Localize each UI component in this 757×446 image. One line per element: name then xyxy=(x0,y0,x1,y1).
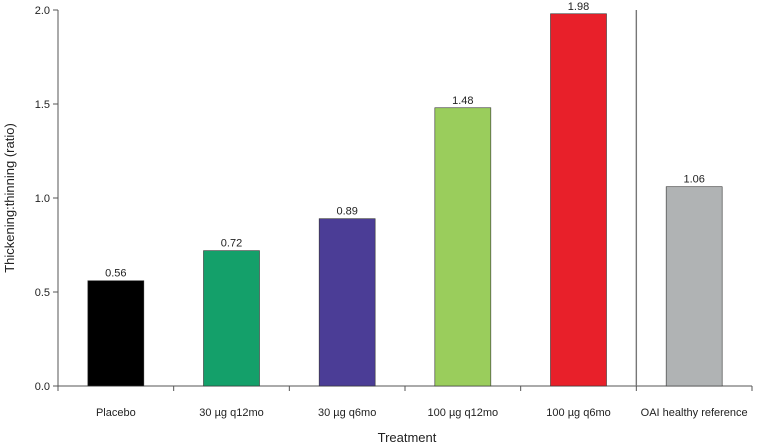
y-tick-label: 2.0 xyxy=(35,5,50,17)
y-tick-label: 0.0 xyxy=(35,381,50,393)
x-axis-title: Treatment xyxy=(378,430,437,445)
bar-value-label: 1.98 xyxy=(568,1,589,13)
bars-group xyxy=(87,13,723,387)
axes: 0.0 0.5 1.0 1.5 2.0 xyxy=(35,5,753,393)
x-category-label: Placebo xyxy=(96,407,136,419)
bar xyxy=(318,218,376,387)
bar-value-label: 0.56 xyxy=(105,268,126,280)
y-tick-label: 0.5 xyxy=(35,287,50,299)
y-tick-label: 1.5 xyxy=(35,99,50,111)
bar xyxy=(87,280,145,387)
y-axis-title: Thickening:thinning (ratio) xyxy=(2,123,17,273)
labels-group: 0.56 Placebo 0.72 30 µg q12mo 0.89 30 µg q6mo… xyxy=(96,1,748,419)
x-category-label: 100 µg q6mo xyxy=(546,407,610,419)
bar xyxy=(550,13,607,387)
bar-value-label: 0.72 xyxy=(221,238,242,250)
y-tick-label: 1.0 xyxy=(35,193,50,205)
bar xyxy=(665,186,723,387)
bar-value-label: 1.48 xyxy=(452,95,473,107)
x-category-label: 30 µg q6mo xyxy=(318,407,376,419)
bar-value-label: 1.06 xyxy=(683,174,704,186)
x-category-label: OAI healthy reference xyxy=(641,407,748,419)
x-category-label: 30 µg q12mo xyxy=(199,407,263,419)
bar-value-label: 0.89 xyxy=(336,206,357,218)
bar xyxy=(203,250,260,387)
x-category-label: 100 µg q12mo xyxy=(428,407,499,419)
bar xyxy=(434,107,492,387)
